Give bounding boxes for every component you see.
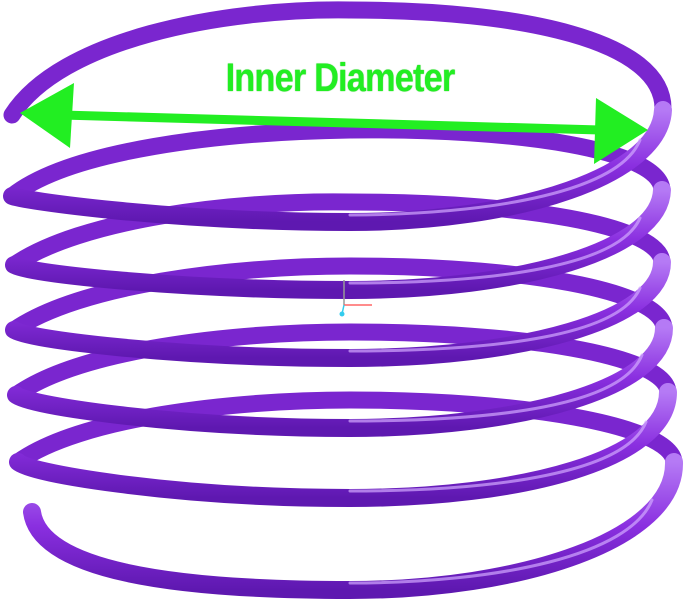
coil-turn-1-front (3, 101, 672, 232)
arrow-shaft (61, 110, 601, 135)
arrow-head-left (20, 83, 74, 148)
coil-turn-3-front (5, 253, 671, 368)
coil-back-segments (3, 1, 683, 471)
coil-highlights (348, 138, 654, 585)
axis-triad-icon (339, 280, 372, 317)
inner-diameter-label: Inner Diameter (225, 56, 456, 100)
coil-turn-1-back (3, 1, 672, 124)
coil-turn-6-back (9, 391, 683, 471)
coil-turn-4-back (5, 257, 673, 339)
coil-front-segments (3, 101, 684, 600)
coil-turn-5-back (7, 323, 677, 404)
coil-turn-6-front (23, 453, 684, 600)
arrow-head-right (594, 98, 648, 164)
inner-diameter-arrow (20, 83, 648, 164)
coil-turn-5-front (9, 383, 677, 508)
